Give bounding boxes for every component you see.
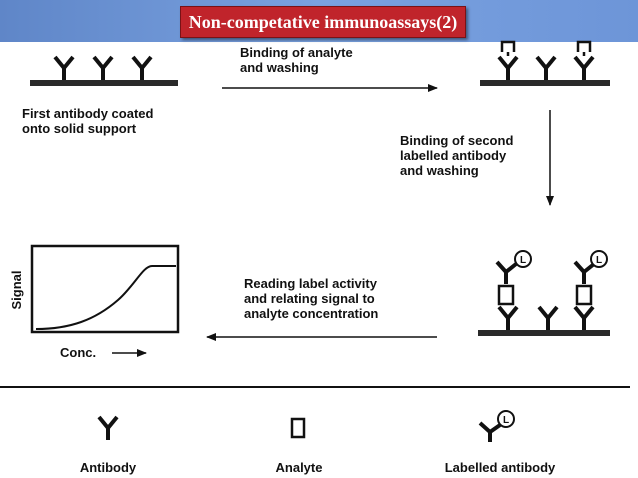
legend-label-letter: L [503,415,509,426]
antibody-icon [537,305,559,330]
step-label-binding-analyte: Binding of analyte and washing [240,45,353,75]
legend-labelled-antibody-icon [478,421,502,442]
antibody-icon [535,55,557,80]
antibody-icon [131,55,153,80]
analyte-icon [575,284,593,306]
antibody-icon [497,305,519,330]
label-circle [590,250,608,268]
antibody-icon [573,55,595,80]
label-letter: L [520,255,526,266]
analyte-icon [576,40,592,56]
legend-label-antibody: Antibody [79,460,137,475]
analyte-icon [500,40,516,56]
step-label-binding-second: Binding of second labelled antibody and … [400,133,514,178]
legend-antibody-icon [97,415,119,440]
plot-xlabel: Conc. [60,345,96,360]
label-letter: L [596,255,602,266]
antibody-icon [497,55,519,80]
solid-support-bar [478,330,610,336]
legend-analyte-icon [290,417,306,439]
antibody-icon [53,55,75,80]
solid-support-bar [30,80,178,86]
plot-frame [30,244,180,334]
step1-solid-support [30,55,178,86]
legend-label-analyte: Analyte [275,460,323,475]
legend: L [97,410,515,442]
signal-plot: Signal Conc. [9,244,180,360]
signal-curve [35,265,176,330]
step-label-coated: First antibody coated onto solid support [22,106,154,136]
antibody-icon [573,305,595,330]
step2-analyte-bound [480,40,610,86]
antibody-icon [92,55,114,80]
slide-title: Non-competative immunoassays(2) [180,6,466,38]
legend-label-labelled-antibody: Labelled antibody [444,460,556,475]
plot-ylabel: Signal [9,270,24,309]
step3-sandwich: L L [478,250,610,336]
step-label-reading: Reading label activity and relating sign… [244,276,379,321]
labelled-antibody-icon [495,260,518,284]
legend-label-circle [497,410,515,428]
labelled-antibody-icon [573,260,596,284]
analyte-icon [497,284,515,306]
solid-support-bar [480,80,610,86]
label-circle [514,250,532,268]
